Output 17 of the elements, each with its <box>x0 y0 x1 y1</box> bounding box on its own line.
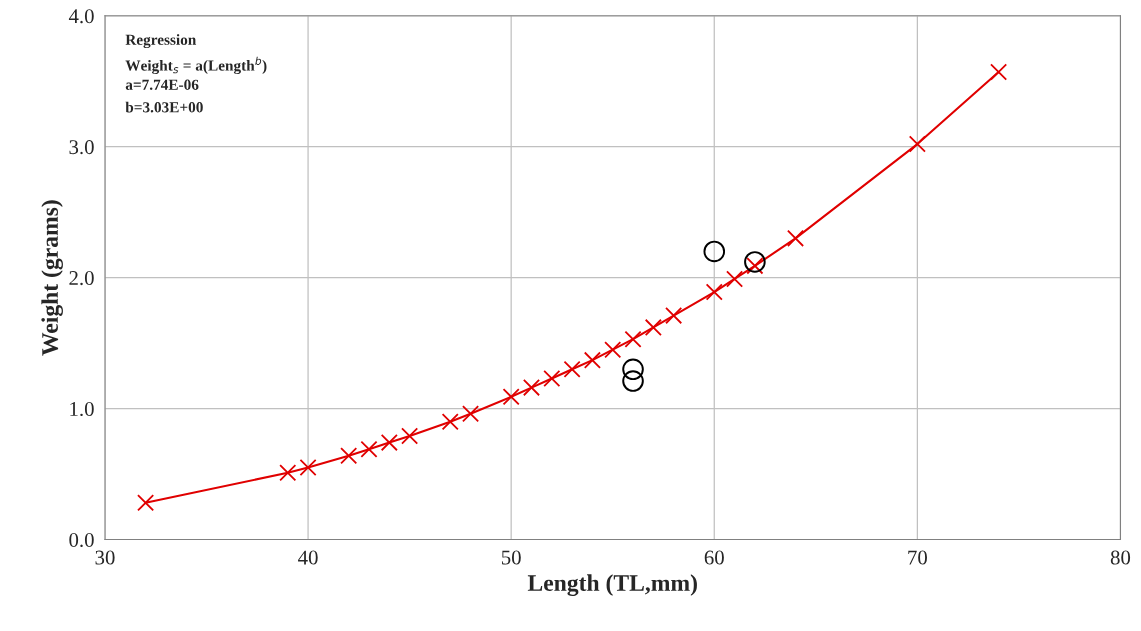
x-tick-label: 40 <box>298 550 318 565</box>
y-tick-label: 1.0 <box>70 401 94 417</box>
x-axis-title: Length (TL,mm) <box>527 574 697 596</box>
y-axis-title: Weight (grams) <box>41 200 63 356</box>
x-tick-label: 50 <box>501 550 521 565</box>
x-tick-label: 30 <box>95 550 115 565</box>
x-tick-label: 80 <box>1110 550 1131 565</box>
x-tick-label: 70 <box>908 550 927 565</box>
y-tick-label: 3.0 <box>69 140 94 155</box>
annotation: b=3.03E+00 <box>125 101 203 113</box>
annotation: a=7.74E-06 <box>125 79 199 90</box>
y-tick-label: 0.0 <box>69 532 94 548</box>
x-tick-label: 60 <box>704 550 724 565</box>
y-tick-label: 4.0 <box>68 9 94 24</box>
y-tick-label: 2.0 <box>69 271 94 286</box>
annotation: Regression <box>125 34 197 49</box>
annotation: Weight$_{s}$ = a(Length$^{b}$) <box>125 56 267 74</box>
